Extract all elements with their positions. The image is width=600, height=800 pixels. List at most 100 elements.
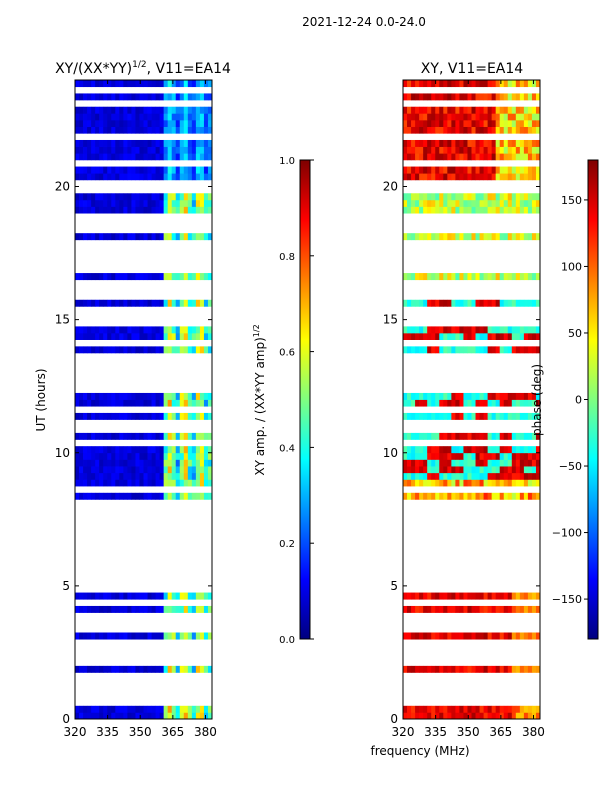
phase-cell bbox=[435, 193, 440, 201]
amp-cell bbox=[75, 326, 80, 334]
amp-cell bbox=[107, 592, 112, 600]
amp-cell bbox=[127, 93, 132, 101]
amp-cell bbox=[107, 466, 112, 474]
amp-cell bbox=[163, 106, 169, 114]
phase-cell bbox=[415, 113, 420, 121]
amp-cell bbox=[179, 193, 185, 201]
phase-cell bbox=[463, 479, 468, 487]
phase-cell bbox=[455, 346, 460, 354]
phase-cell bbox=[471, 139, 476, 147]
phase-cell bbox=[479, 173, 484, 181]
phase-cell bbox=[455, 399, 460, 407]
phase-cell bbox=[483, 479, 489, 487]
amp-cell bbox=[95, 299, 100, 307]
amp-cell bbox=[103, 166, 108, 174]
phase-cell bbox=[523, 492, 529, 500]
phase-cell bbox=[483, 193, 489, 201]
amp-cell bbox=[159, 399, 165, 407]
amp-cell bbox=[87, 299, 92, 307]
amp-cell bbox=[159, 412, 165, 420]
amp-cell bbox=[159, 146, 165, 154]
phase-cell bbox=[467, 93, 472, 101]
phase-cell bbox=[519, 705, 525, 713]
phase-cell bbox=[471, 193, 476, 201]
amp-cell bbox=[103, 479, 108, 487]
phase-cell bbox=[443, 412, 448, 420]
amp-cell bbox=[171, 193, 177, 201]
amp-cell bbox=[111, 605, 116, 613]
phase-flagged-row bbox=[403, 625, 540, 633]
amp-cell bbox=[75, 80, 80, 88]
phase-cell bbox=[495, 166, 501, 174]
phase-cell bbox=[511, 273, 517, 281]
amp-cell bbox=[107, 113, 112, 121]
amp-cell bbox=[147, 712, 152, 720]
figure-suptitle: 2021-12-24 0.0-24.0 bbox=[302, 15, 426, 29]
amp-cell bbox=[87, 492, 92, 500]
phase-cell bbox=[535, 412, 541, 420]
phase-cell bbox=[439, 632, 444, 640]
amp-cell bbox=[83, 193, 88, 201]
amp-cell bbox=[107, 326, 112, 334]
amp-cell bbox=[207, 126, 213, 134]
amp-cell bbox=[79, 139, 84, 147]
phase-cell bbox=[455, 412, 460, 420]
phase-cell bbox=[463, 466, 468, 474]
amp-cell bbox=[79, 119, 84, 127]
amp-cell bbox=[107, 199, 112, 207]
phase-cell bbox=[403, 233, 408, 241]
amp-cell bbox=[187, 193, 193, 201]
amp-cell bbox=[191, 472, 197, 480]
phase-cell bbox=[523, 299, 529, 307]
amp-cell bbox=[87, 233, 92, 241]
phase-cell bbox=[411, 346, 416, 354]
amp-cell bbox=[95, 632, 100, 640]
phase-cell bbox=[475, 273, 480, 281]
phase-cell bbox=[427, 412, 432, 420]
amp-cell bbox=[159, 592, 165, 600]
phase-cell bbox=[527, 712, 533, 720]
amp-cell bbox=[139, 166, 144, 174]
phase-cell bbox=[439, 712, 444, 720]
phase-cell bbox=[511, 705, 517, 713]
amp-cell bbox=[75, 452, 80, 460]
phase-cell bbox=[427, 273, 432, 281]
phase-cell bbox=[491, 472, 497, 480]
phase-cell bbox=[455, 93, 460, 101]
phase-cell bbox=[447, 466, 452, 474]
amp-cell bbox=[135, 199, 140, 207]
amp-cell bbox=[187, 326, 193, 334]
amp-cell bbox=[159, 446, 165, 454]
phase-cell bbox=[467, 113, 472, 121]
phase-cell bbox=[431, 93, 436, 101]
amp-cell bbox=[155, 432, 161, 440]
phase-cell bbox=[439, 346, 444, 354]
phase-cell bbox=[491, 632, 497, 640]
amp-cell bbox=[135, 332, 140, 340]
amp-cell bbox=[79, 299, 84, 307]
phase-cell bbox=[511, 326, 517, 334]
phase-cell bbox=[503, 273, 509, 281]
phase-cell bbox=[531, 106, 537, 114]
amp-cell bbox=[87, 193, 92, 201]
phase-cell bbox=[435, 119, 440, 127]
phase-cell bbox=[451, 113, 456, 121]
phase-cell bbox=[407, 466, 412, 474]
amp-cell bbox=[127, 80, 132, 88]
phase-cell bbox=[515, 113, 521, 121]
amp-cell bbox=[151, 126, 156, 134]
phase-cell bbox=[411, 332, 416, 340]
phase-cell bbox=[519, 592, 525, 600]
phase-cell bbox=[499, 472, 505, 480]
amp-cell bbox=[79, 126, 84, 134]
phase-cell bbox=[503, 665, 509, 673]
phase-cell bbox=[479, 446, 484, 454]
amp-cell bbox=[95, 459, 100, 467]
phase-cell bbox=[507, 632, 513, 640]
phase-cell bbox=[527, 80, 533, 88]
x-tick-label: 365 bbox=[489, 725, 512, 739]
amp-cell bbox=[179, 705, 185, 713]
amp-cell bbox=[207, 399, 213, 407]
amp-cell bbox=[107, 472, 112, 480]
amp-cell bbox=[143, 592, 148, 600]
